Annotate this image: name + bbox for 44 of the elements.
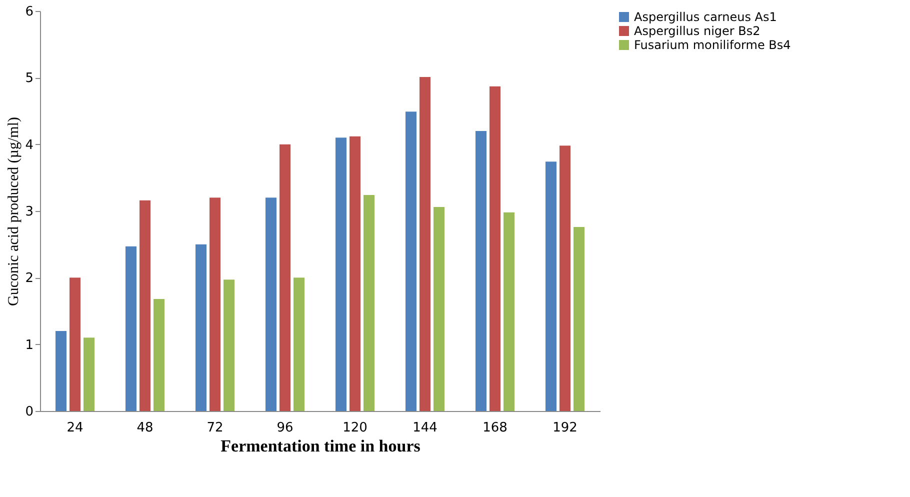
y-tick-label: 1 bbox=[25, 338, 34, 353]
x-tick-label: 72 bbox=[206, 420, 224, 436]
bar bbox=[126, 246, 136, 411]
x-tick-label: 48 bbox=[136, 420, 154, 436]
bar bbox=[280, 144, 290, 411]
bar bbox=[196, 244, 206, 411]
bar bbox=[420, 77, 430, 411]
bar bbox=[364, 195, 374, 411]
bar bbox=[140, 200, 150, 411]
y-tick-label: 3 bbox=[25, 204, 34, 220]
legend-label: Aspergillus niger Bs2 bbox=[634, 24, 760, 38]
x-tick-label: 96 bbox=[276, 420, 294, 436]
bar bbox=[210, 198, 220, 411]
y-tick-label: 5 bbox=[25, 71, 34, 86]
legend-label: Fusarium moniliforme Bs4 bbox=[634, 38, 791, 52]
bar bbox=[560, 146, 570, 411]
x-tick-label: 144 bbox=[412, 420, 438, 436]
bar bbox=[406, 112, 416, 411]
y-tick-label: 4 bbox=[25, 138, 34, 153]
legend-label: Aspergillus carneus As1 bbox=[634, 10, 777, 24]
bar bbox=[84, 338, 94, 411]
bar bbox=[350, 136, 360, 411]
y-tick-label: 2 bbox=[25, 271, 34, 286]
bar bbox=[574, 227, 584, 411]
y-tick-label: 6 bbox=[25, 4, 34, 20]
bar bbox=[434, 207, 444, 411]
bar bbox=[154, 299, 164, 411]
bar bbox=[336, 138, 346, 411]
bar bbox=[224, 280, 234, 411]
bar bbox=[476, 131, 486, 411]
bar bbox=[70, 278, 80, 411]
y-tick-label: 0 bbox=[25, 404, 34, 420]
bar bbox=[546, 162, 556, 411]
x-axis-title: Fermentation time in hours bbox=[220, 436, 421, 456]
x-tick-label: 24 bbox=[66, 420, 84, 436]
bar bbox=[266, 198, 276, 411]
bar bbox=[56, 331, 66, 411]
bar bbox=[294, 278, 304, 411]
x-tick-label: 120 bbox=[342, 420, 368, 436]
bar bbox=[490, 86, 500, 411]
x-tick-label: 168 bbox=[482, 420, 508, 436]
x-tick-label: 192 bbox=[552, 420, 578, 436]
bar bbox=[504, 212, 514, 411]
y-axis-title: Guconic acid produced (µg/ml) bbox=[6, 117, 22, 306]
